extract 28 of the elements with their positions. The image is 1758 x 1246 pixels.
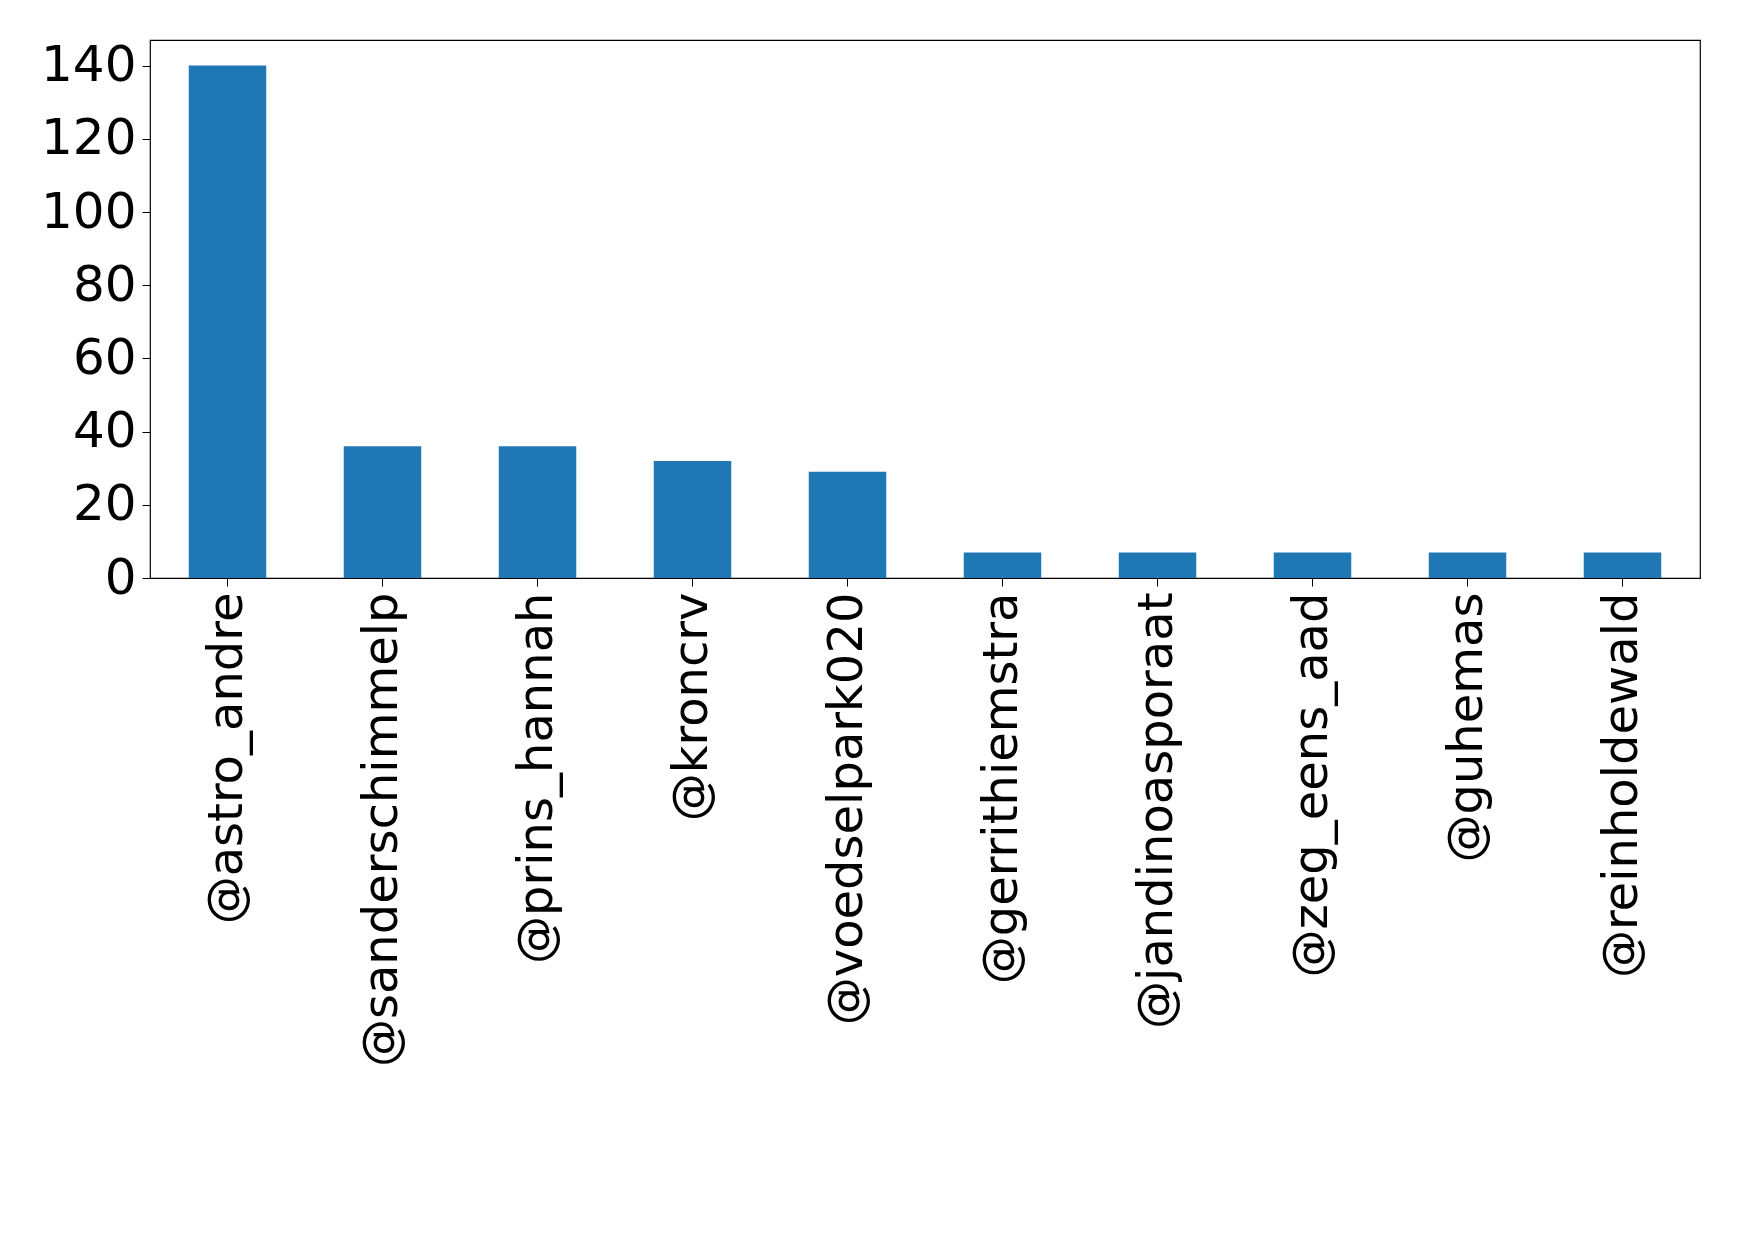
bar	[1428, 552, 1507, 578]
x-tick-label: @astro_andre	[196, 592, 253, 925]
y-tick-label: 80	[72, 254, 137, 313]
x-tick-label: @jandinoasporaat	[1126, 592, 1183, 1029]
x-tick-label: @reinholdewald	[1591, 592, 1648, 979]
bar	[653, 460, 732, 578]
x-tick-label: @guhemas	[1436, 592, 1493, 863]
y-tick-label: 20	[72, 474, 137, 533]
bar	[1273, 552, 1352, 578]
x-tick-label: @prins_hannah	[506, 592, 563, 964]
x-tick-label: @zeg_eens_aad	[1281, 592, 1338, 978]
bar	[343, 446, 422, 578]
y-tick-label: 120	[41, 108, 137, 167]
bar	[808, 471, 887, 578]
bar	[963, 552, 1042, 578]
y-tick-label: 0	[104, 547, 137, 606]
x-tick-label: @sanderschimmelp	[351, 592, 408, 1068]
y-tick-label: 40	[72, 401, 137, 460]
y-tick-label: 100	[41, 181, 137, 240]
x-tick-label: @kroncrv	[661, 592, 718, 822]
bar	[188, 65, 267, 578]
y-tick-label: 60	[72, 327, 137, 386]
bar	[1583, 552, 1662, 578]
bar	[498, 446, 577, 578]
x-tick-label: @voedselpark020	[816, 592, 873, 1026]
y-tick-label: 140	[41, 35, 137, 94]
bar	[1118, 552, 1197, 578]
x-tick-label: @gerrithiemstra	[971, 592, 1028, 985]
